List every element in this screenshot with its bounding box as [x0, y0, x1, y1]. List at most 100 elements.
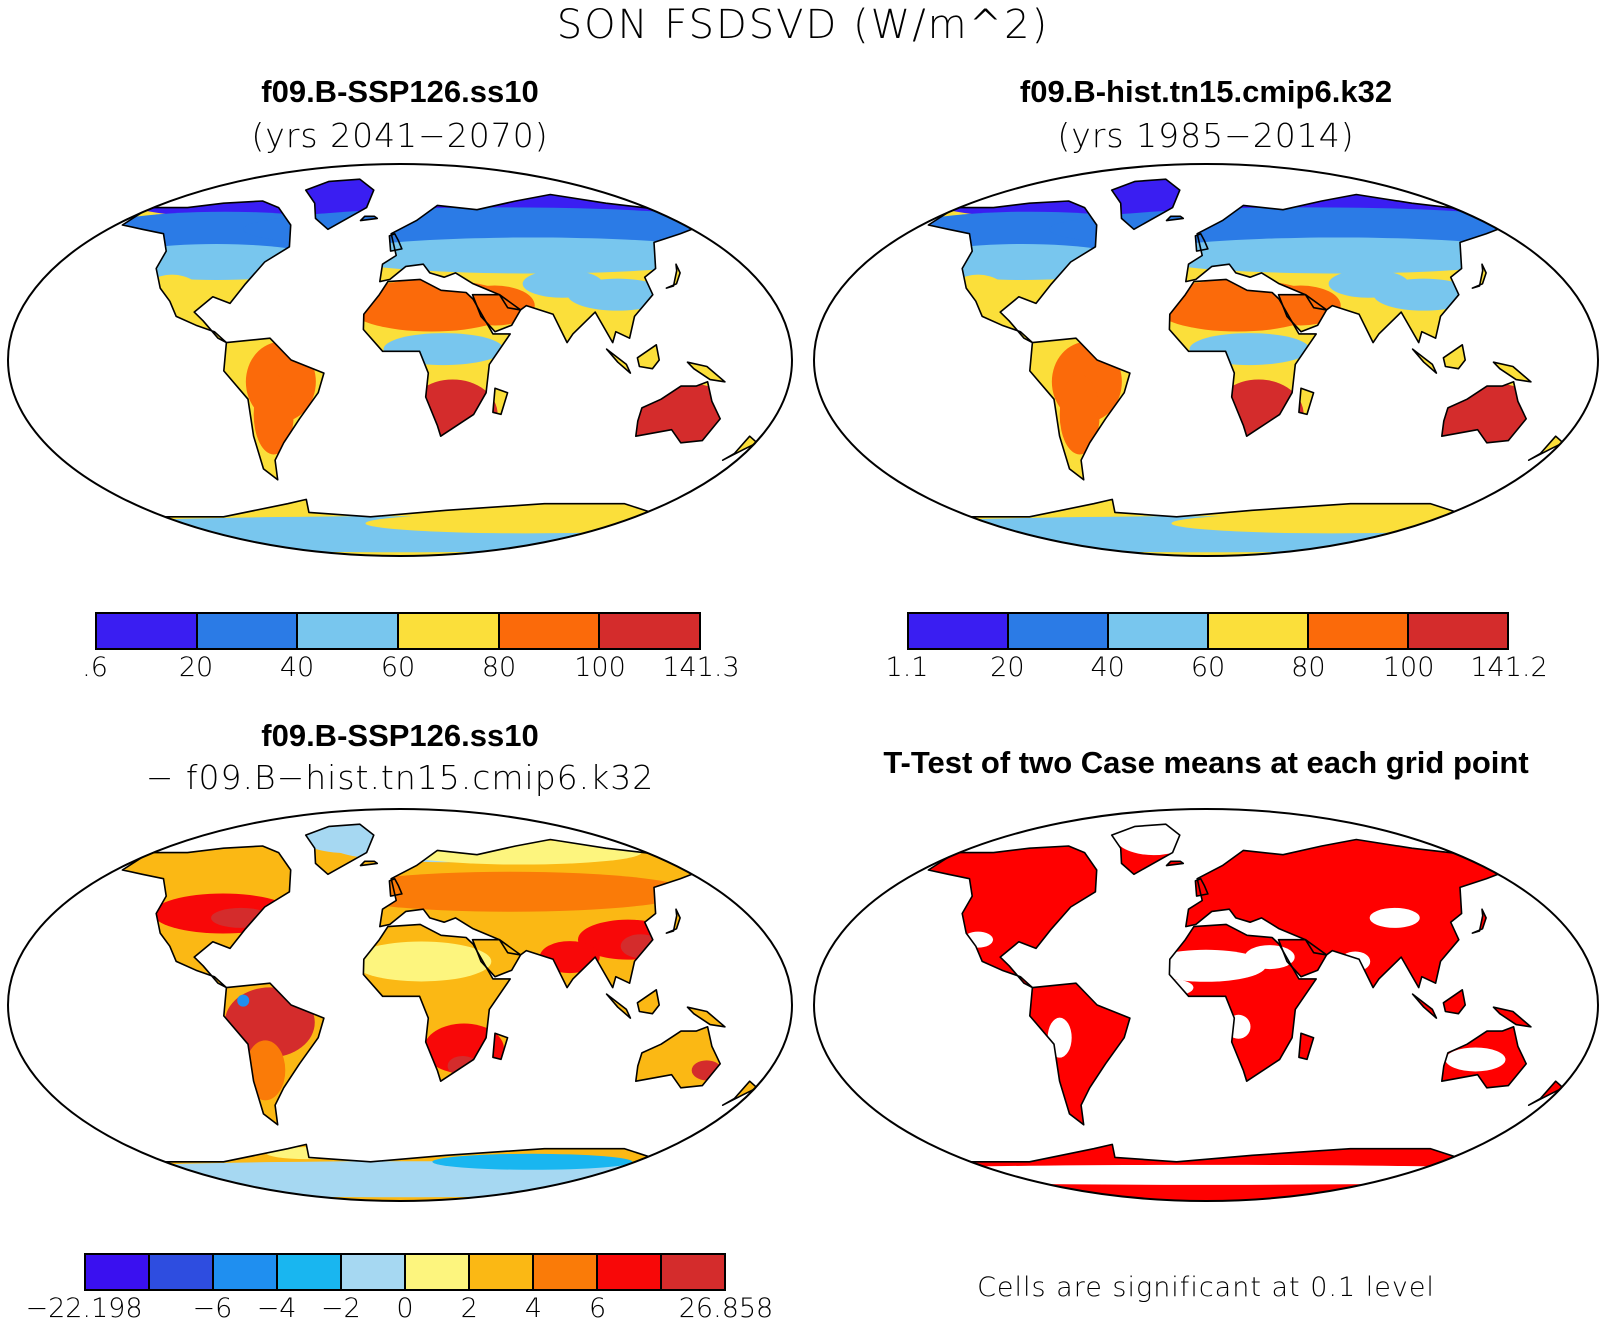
panel-ssp-subtitle: (yrs 2041−2070) [251, 116, 549, 155]
colorbar-tick-label: 1.1 [885, 652, 929, 683]
map-hist [813, 163, 1599, 557]
field-region [122, 1161, 758, 1198]
colorbar-tick-label: 80 [1291, 652, 1326, 683]
panel-ttest-title: T-Test of two Case means at each grid po… [883, 745, 1529, 780]
ttest-significance-note: Cells are significant at 0.1 level [977, 1272, 1435, 1303]
colorbar-swatch [197, 614, 299, 648]
coastline-madagascar [1298, 1032, 1315, 1061]
colorbar-tick-label: 20 [990, 652, 1025, 683]
coastline-northamerica [121, 200, 292, 344]
panel-hist-subtitle: (yrs 1985−2014) [1057, 116, 1355, 155]
coastline-newguinea [686, 361, 726, 383]
colorbar-tick-label: −4 [256, 1293, 297, 1324]
coastline-uk [388, 877, 403, 897]
coastline-africa [1168, 278, 1317, 437]
colorbar-swatch [1009, 614, 1109, 648]
colorbar-swatch [470, 1255, 534, 1289]
coastline-southamerica [223, 337, 325, 481]
coastline-iceland [359, 215, 379, 222]
colorbar-tick-label: 80 [481, 652, 517, 683]
colorbar-tick-label: −2 [320, 1293, 361, 1324]
coastline-japan [1471, 908, 1487, 934]
field-region [1445, 1047, 1506, 1072]
coastline-iceland [1165, 215, 1185, 222]
coastline-sumatra [1411, 348, 1438, 374]
field-region [1260, 285, 1341, 326]
coastline-uk [1194, 232, 1209, 252]
colorbar-swatch [214, 1255, 278, 1289]
colorbar-tick-label: 60 [1190, 652, 1226, 683]
colorbar-swatch [406, 1255, 470, 1289]
colorbar-tick-label: .6 [82, 652, 108, 683]
colorbar-tick-label: 141.2 [1470, 652, 1548, 683]
coastline-australia [1441, 381, 1527, 444]
colorbar-swatch [662, 1255, 724, 1289]
coastline-borneo [636, 344, 660, 370]
field-region [432, 1153, 633, 1170]
coastline-iceland [1165, 860, 1185, 867]
colorbar-ssp [95, 612, 701, 650]
colorbar-tick-label: 40 [279, 652, 315, 683]
coastline-uk [1194, 877, 1209, 897]
coastline-northamerica [927, 845, 1098, 989]
colorbar-tick-label: 26.858 [678, 1293, 774, 1324]
colorbar-swatch [909, 614, 1009, 648]
colorbar-swatch [97, 614, 198, 648]
field-region [253, 374, 294, 455]
coastline-antarctica [134, 1143, 666, 1201]
field-region [330, 871, 691, 912]
coastline-eurasia [379, 193, 693, 344]
coastline-japan [1471, 263, 1487, 289]
coastline-madagascar [492, 1032, 509, 1061]
colorbar-swatch [86, 1255, 150, 1289]
coastline-southamerica [223, 982, 325, 1126]
colorbar-tick-label: 6 [589, 1293, 607, 1324]
field-region [332, 237, 733, 274]
coastline-uk [388, 232, 403, 252]
colorbar-tick-label: 141.3 [662, 652, 740, 683]
colorbar-swatch [499, 614, 601, 648]
map-border [7, 808, 793, 1202]
map-border [7, 163, 793, 557]
panel-hist-title: f09.B-hist.tn15.cmip6.k32 [1019, 74, 1393, 109]
coastline-northamerica [927, 200, 1098, 344]
coastline-madagascar [1298, 387, 1315, 416]
coastline-arabia [471, 293, 522, 333]
colorbar-tick-label: −6 [192, 1293, 233, 1324]
coastline-eurasia [1185, 838, 1499, 989]
colorbar-tick-label: 100 [1382, 652, 1435, 683]
coastline-southamerica [1029, 982, 1131, 1126]
colorbar-swatch [1209, 614, 1309, 648]
coastline-eurasia [1185, 193, 1499, 344]
map-ttest [813, 808, 1599, 1202]
coastline-newguinea [1492, 1006, 1532, 1028]
colorbar-swatch [150, 1255, 214, 1289]
map-border [813, 808, 1599, 1202]
field-region [351, 941, 492, 982]
coastline-newguinea [1492, 361, 1532, 383]
coastline-iceland [359, 860, 379, 867]
colorbar-swatch [1109, 614, 1209, 648]
field-region [962, 1188, 1563, 1201]
colorbar-tick-label: 100 [574, 652, 626, 683]
colorbar-tick-label: 4 [524, 1293, 542, 1324]
colorbar-swatch [298, 614, 400, 648]
field-region [1138, 237, 1539, 274]
coastline-australia [1441, 1026, 1527, 1089]
coastline-borneo [1442, 989, 1466, 1015]
coastline-greenland [304, 823, 375, 876]
colorbar-tick-label: 0 [396, 1293, 414, 1324]
coastline-africa [362, 278, 511, 437]
coastline-sumatra [605, 348, 632, 374]
coastline-borneo [1442, 344, 1466, 370]
colorbar-tick-label: 60 [380, 652, 416, 683]
panel-diff-subtitle: − f09.B−hist.tn15.cmip6.k32 [145, 758, 655, 797]
coastline-antarctica [940, 1143, 1472, 1201]
colorbar-tick-label: 40 [1090, 652, 1125, 683]
coastline-arabia [1277, 938, 1328, 978]
coastline-southamerica [1029, 337, 1131, 481]
figure-title: SON FSDSVD (W/m^2) [556, 2, 1050, 48]
coastline-antarctica [940, 498, 1472, 556]
colorbar-tick-label: −22.198 [25, 1293, 143, 1324]
field-region [567, 278, 668, 311]
